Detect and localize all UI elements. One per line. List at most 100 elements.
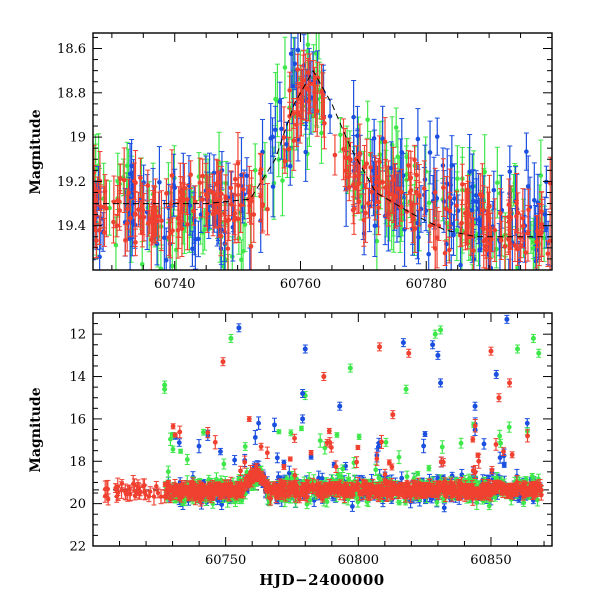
top-blue-point [157,179,162,185]
top-red-point [362,164,367,170]
top-red-point [291,138,297,143]
top-red-point [114,223,120,228]
bottom-blue-point [422,431,428,437]
x-tick-label: 60740 [154,277,195,292]
top-red-point [481,226,486,232]
top-red-point [389,192,395,197]
top-red-point [225,246,231,251]
top-red-point [307,81,313,87]
top-red-point [351,182,356,188]
top-red-point [102,189,108,194]
top-red-point [185,222,190,227]
y-tick-label: 18.8 [57,86,86,101]
y-tick-label: 19.4 [57,219,86,234]
top-blue-point [507,284,512,289]
bottom-red-point [158,494,164,499]
top-red-point [204,194,210,199]
bottom-blue-point [497,455,503,461]
top-red-point [141,214,147,220]
top-green-point [393,125,399,130]
bottom-red-point [135,484,141,489]
top-red-point [395,186,401,192]
top-red-point [447,247,452,253]
top-red-point [200,197,205,202]
bottom-red-point [119,481,125,486]
top-red-point [181,192,186,197]
top-green-point [319,130,324,136]
top-blue-point [222,241,228,246]
top-red-point [545,251,551,256]
top-red-point [248,244,254,249]
top-red-point [97,227,102,233]
top-red-point [315,75,321,81]
top-red-point [232,176,238,182]
top-blue-point [372,223,378,229]
top-blue-point [327,113,333,119]
top-red-point [515,246,520,252]
top-blue-point [426,251,431,257]
top-red-point [363,210,368,216]
top-green-point [113,242,119,248]
top-red-point [188,172,193,178]
top-blue-point [244,173,250,179]
top-red-point [457,233,463,238]
top-green-point [280,178,285,183]
bottom-red-point [155,490,161,496]
top-model-curve [93,69,552,238]
top-red-point [525,230,531,236]
top-red-point [393,194,399,200]
top-red-point [465,187,470,193]
top-red-point [441,185,446,190]
top-red-point [218,196,223,202]
top-red-point [166,235,172,240]
top-blue-point [287,163,293,169]
top-blue-point [292,61,298,67]
bottom-blue-point [308,454,314,460]
top-blue-point [270,184,276,189]
top-blue-point [268,136,274,141]
top-red-point [251,212,257,217]
top-red-point [313,100,318,105]
top-red-point [223,194,229,200]
top-blue-point [241,192,247,197]
top-red-point [454,203,459,208]
top-green-point [495,180,500,185]
top-blue-point [248,277,253,282]
top-green-point [482,169,487,175]
bottom-red-point [105,486,111,492]
top-red-point [508,215,514,220]
top-red-point [281,135,287,140]
top-red-point [368,165,373,170]
top-red-point [484,236,489,242]
top-red-point [376,205,381,210]
top-red-point [139,203,145,208]
top-blue-point [360,204,366,210]
top-red-point [514,214,519,219]
top-red-point [346,184,352,190]
top-red-point [94,238,99,243]
top-blue-point [451,232,456,238]
top-blue-point [402,227,407,232]
top-red-point [408,175,414,181]
bottom-blue-point [176,440,182,445]
top-red-point [346,155,352,160]
top-red-point [341,147,346,152]
top-blue-point [163,257,169,263]
top-red-point [512,243,518,248]
top-green-point [531,275,536,280]
top-red-point [145,221,151,226]
top-red-point [427,223,433,229]
top-red-point [117,199,122,205]
top-blue-point [97,254,102,260]
top-green-point [305,42,311,48]
bottom-blue-point [196,443,202,449]
top-red-point [294,122,299,128]
top-panel-ylabel: Magnitude [28,109,44,194]
top-blue-point [162,235,167,241]
top-red-point [406,163,411,168]
top-blue-point [284,141,289,147]
bottom-blue-point [232,457,238,463]
top-red-point [228,185,234,191]
top-red-point [350,207,356,213]
